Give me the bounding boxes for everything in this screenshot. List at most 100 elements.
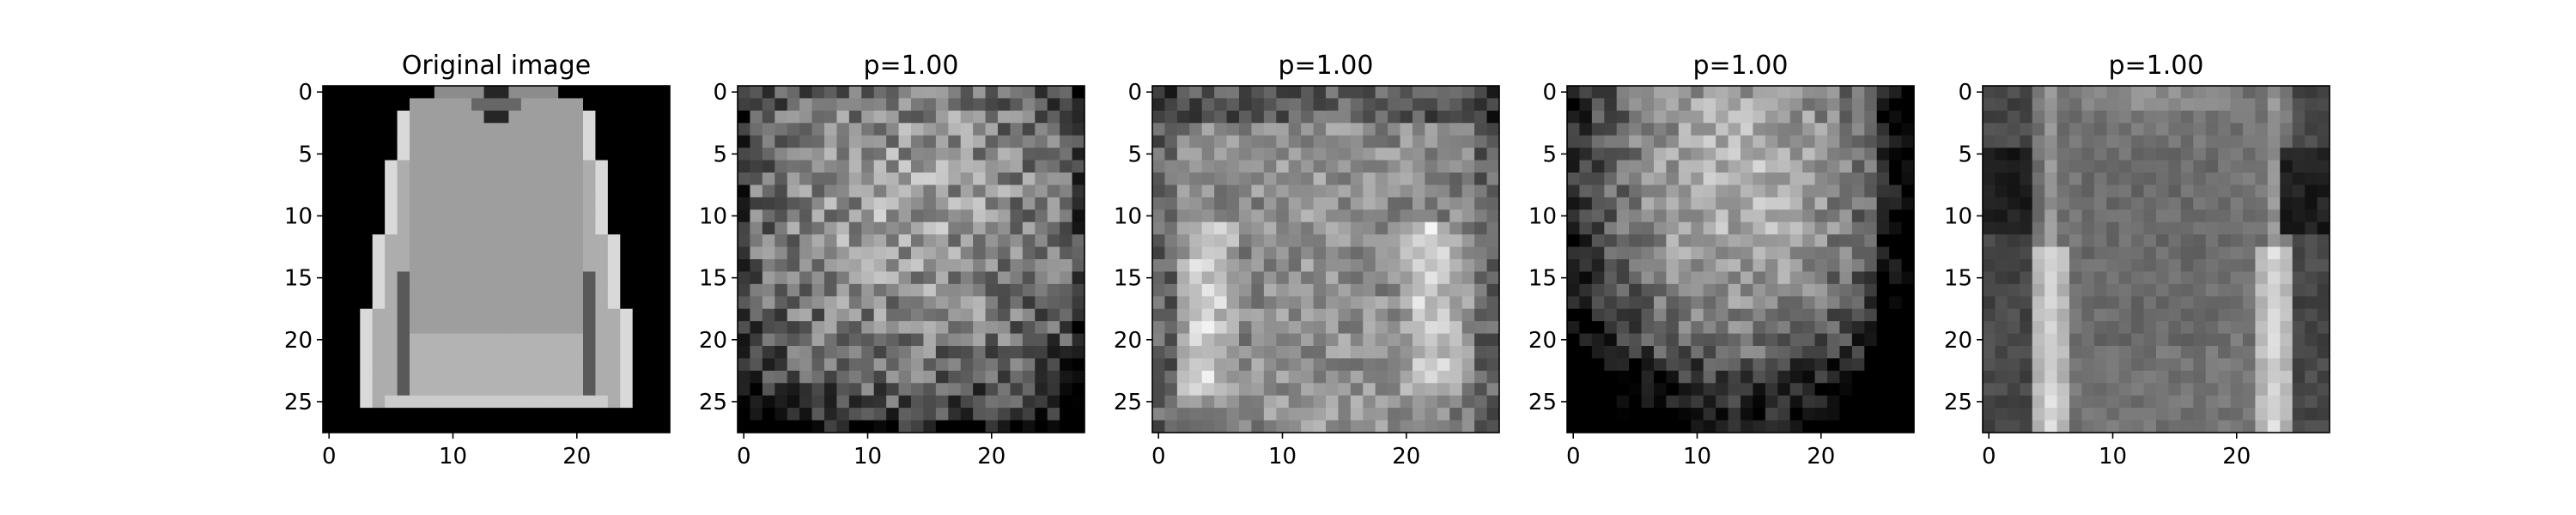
- heatmap-cell: [2106, 395, 2120, 409]
- heatmap-cell: [2267, 209, 2281, 223]
- heatmap-cell: [1437, 135, 1450, 148]
- heatmap-cell: [335, 123, 349, 136]
- heatmap-cell: [2069, 333, 2082, 347]
- x-tick-label: 20: [1392, 444, 1420, 470]
- heatmap-cell: [1741, 308, 1753, 322]
- heatmap-cell: [824, 246, 837, 260]
- heatmap-cell: [1288, 123, 1302, 136]
- heatmap-cell: [738, 370, 750, 384]
- heatmap-cell: [1437, 185, 1450, 198]
- heatmap-cell: [1152, 197, 1165, 210]
- heatmap-cell: [1263, 123, 1277, 136]
- heatmap-cell: [2131, 185, 2144, 198]
- heatmap-cell: [1388, 246, 1400, 260]
- heatmap-cell: [1375, 246, 1388, 260]
- heatmap-cell: [1678, 283, 1692, 297]
- heatmap-cell: [1678, 98, 1692, 112]
- heatmap-cell: [886, 308, 899, 322]
- heatmap-cell: [2168, 110, 2182, 124]
- heatmap-cell: [2280, 221, 2293, 235]
- heatmap-cell: [2230, 333, 2244, 347]
- heatmap-cell: [948, 246, 962, 260]
- heatmap-cell: [1876, 408, 1890, 421]
- heatmap-cell: [1983, 209, 1996, 223]
- heatmap-cell: [558, 308, 571, 322]
- heatmap-cell: [1678, 110, 1692, 124]
- heatmap-cell: [1060, 420, 1072, 433]
- heatmap-cell: [948, 271, 962, 285]
- heatmap-cell: [1047, 110, 1060, 124]
- heatmap-cell: [1164, 308, 1178, 322]
- heatmap-cell: [1851, 408, 1865, 421]
- heatmap-cell: [1591, 123, 1605, 136]
- heatmap-cell: [1474, 86, 1487, 99]
- heatmap-cell: [2057, 370, 2070, 384]
- heatmap-cell: [1802, 308, 1815, 322]
- heatmap-cell: [948, 123, 962, 136]
- heatmap-cell: [2255, 395, 2269, 409]
- heatmap-cell: [1691, 160, 1704, 173]
- heatmap-cell: [811, 283, 825, 297]
- heatmap-cell: [1326, 420, 1339, 433]
- heatmap-cell: [1474, 123, 1487, 136]
- heatmap-cell: [1313, 358, 1327, 372]
- heatmap-cell: [1753, 98, 1766, 112]
- heatmap-cell: [1263, 395, 1277, 409]
- heatmap-cell: [1889, 259, 1902, 272]
- heatmap-cell: [960, 197, 974, 210]
- heatmap-cell: [620, 123, 634, 136]
- heatmap-cell: [459, 333, 472, 347]
- heatmap-cell: [1876, 185, 1890, 198]
- heatmap-cell: [1400, 209, 1413, 223]
- heatmap-cell: [1827, 246, 1840, 260]
- heatmap-cell: [347, 283, 361, 297]
- heatmap-cell: [935, 420, 949, 433]
- heatmap-cell: [1350, 296, 1364, 310]
- heatmap-cell: [1703, 283, 1716, 297]
- heatmap-cell: [1189, 209, 1203, 223]
- heatmap-cell: [2193, 346, 2207, 359]
- heatmap-cell: [1201, 135, 1215, 148]
- heatmap-cell: [2069, 358, 2082, 372]
- heatmap-cell: [1437, 259, 1450, 272]
- heatmap-cell: [1703, 86, 1716, 99]
- heatmap-cell: [960, 259, 974, 272]
- heatmap-cell: [657, 209, 671, 223]
- heatmap-cell: [533, 296, 547, 310]
- heatmap-cell: [508, 370, 522, 384]
- heatmap-cell: [632, 358, 646, 372]
- heatmap-cell: [861, 408, 875, 421]
- heatmap-cell: [1889, 420, 1902, 433]
- heatmap-cell: [738, 271, 750, 285]
- heatmap-cell: [1789, 408, 1803, 421]
- heatmap-cell: [898, 160, 912, 173]
- heatmap-cell: [1239, 221, 1252, 235]
- heatmap-cell: [2069, 197, 2082, 210]
- heatmap-cell: [1338, 173, 1352, 185]
- heatmap-cell: [496, 110, 509, 124]
- heatmap-cell: [923, 135, 937, 148]
- heatmap-cell: [1176, 259, 1190, 272]
- heatmap-cell: [2069, 370, 2082, 384]
- heatmap-cell: [2267, 148, 2281, 161]
- heatmap-cell: [2106, 197, 2120, 210]
- heatmap-cell: [397, 271, 410, 285]
- heatmap-cell: [935, 308, 949, 322]
- heatmap-cell: [1301, 246, 1314, 260]
- heatmap-cell: [645, 86, 658, 99]
- heatmap-cell: [1047, 259, 1060, 272]
- heatmap-cell: [2106, 271, 2120, 285]
- heatmap-cell: [1983, 271, 1996, 285]
- heatmap-cell: [1995, 333, 2008, 347]
- heatmap-cell: [1388, 98, 1400, 112]
- heatmap-cell: [1901, 135, 1915, 148]
- heatmap-cell: [2143, 358, 2157, 372]
- heatmap-cell: [397, 346, 410, 359]
- heatmap-cell: [2317, 209, 2330, 223]
- heatmap-cell: [824, 308, 837, 322]
- heatmap-cell: [657, 283, 671, 297]
- heatmap-cell: [2317, 420, 2330, 433]
- heatmap-cell: [2156, 321, 2169, 334]
- heatmap-cell: [1251, 98, 1265, 112]
- heatmap-cell: [508, 123, 522, 136]
